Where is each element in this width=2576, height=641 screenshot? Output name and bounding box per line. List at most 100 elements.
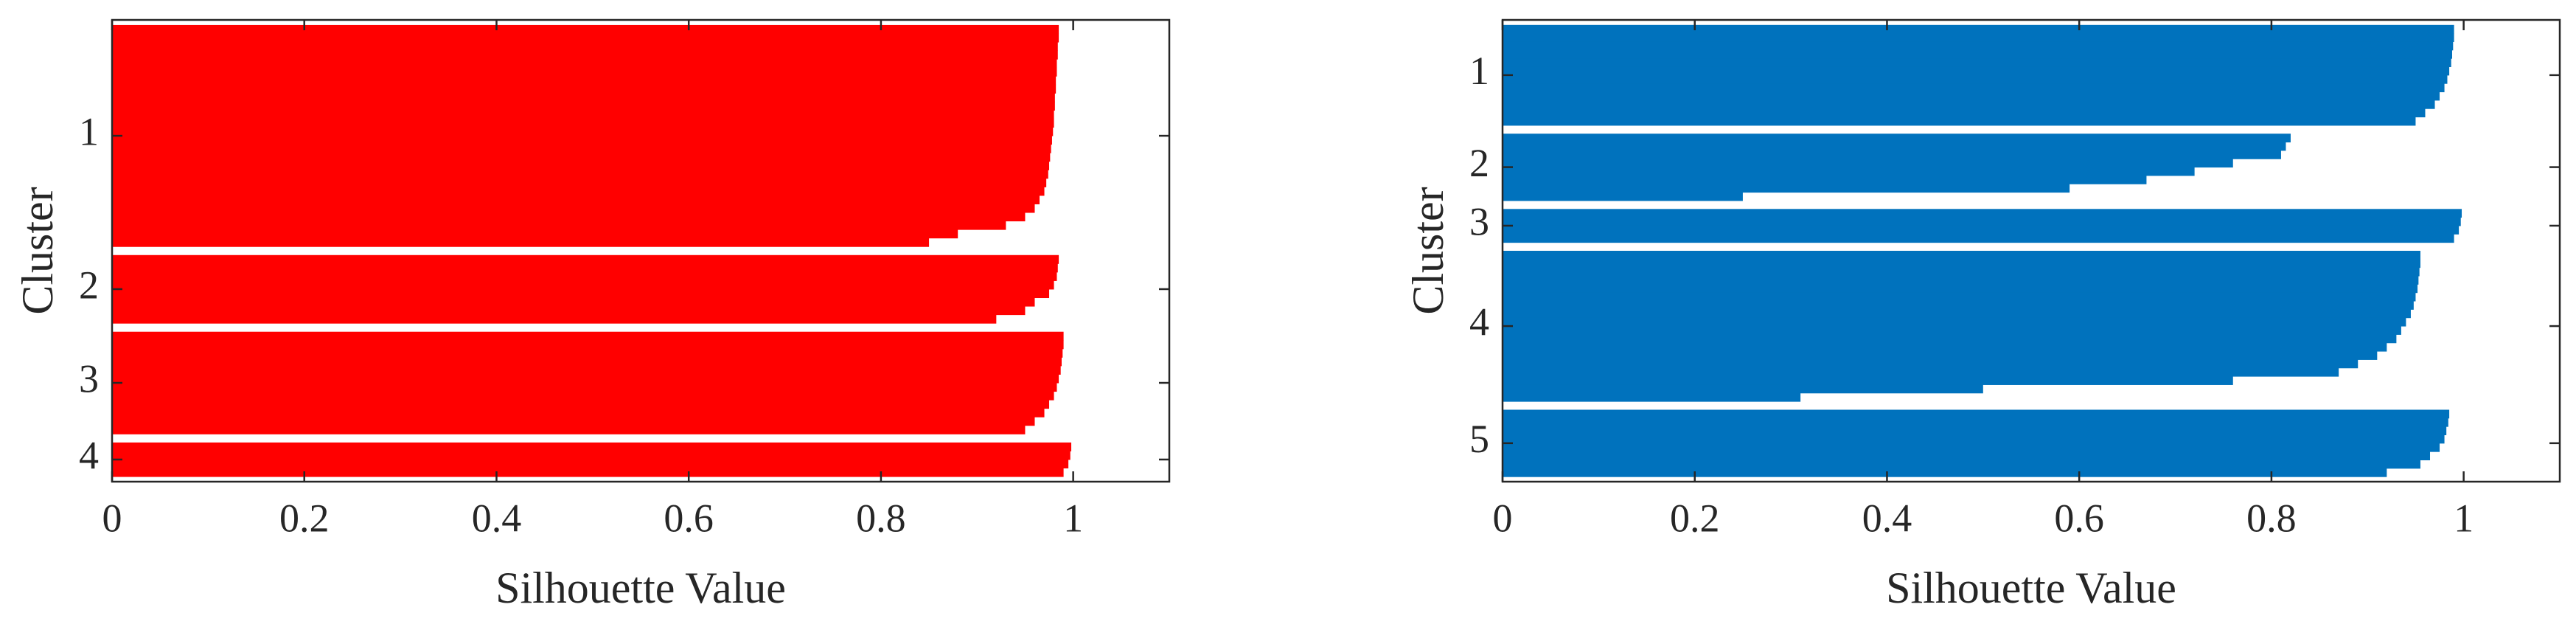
x-tick-label: 0.2 [1670, 496, 1720, 540]
x-tick-label: 0.2 [279, 496, 330, 540]
bar [1503, 409, 2450, 419]
bar [112, 144, 1051, 153]
bar [1503, 326, 2401, 335]
bar [112, 306, 1026, 316]
bar [112, 136, 1052, 145]
bar [1503, 301, 2414, 310]
y-tick-label: 5 [1469, 417, 1489, 461]
bar [1503, 434, 2445, 444]
bar [112, 383, 1057, 392]
y-tick-label: 3 [1469, 199, 1489, 243]
bar [1503, 184, 2070, 193]
axes-box [1501, 18, 2561, 483]
x-tick-label: 0.4 [472, 496, 522, 540]
y-tick-label: 1 [79, 109, 99, 153]
bar [112, 204, 1035, 213]
x-tick-label: 0 [102, 496, 122, 540]
bar [112, 263, 1058, 273]
bar [112, 42, 1058, 52]
bar [1503, 58, 2451, 68]
bar [112, 84, 1056, 94]
bar [1503, 117, 2416, 126]
bar [1503, 460, 2420, 469]
x-tick-label: 1 [1063, 496, 1083, 540]
bar [1503, 351, 2378, 360]
bar [1503, 142, 2286, 151]
bar [112, 280, 1054, 290]
bar [112, 271, 1057, 281]
bar [112, 468, 1064, 477]
bar [112, 357, 1062, 367]
bar [1503, 334, 2397, 344]
bar [1503, 292, 2416, 302]
bar [112, 391, 1054, 401]
bar [112, 187, 1045, 196]
bar [112, 195, 1040, 204]
bar [1503, 451, 2431, 461]
bar [1503, 468, 2387, 477]
bar [1503, 426, 2447, 435]
bar [112, 101, 1055, 111]
bar [112, 110, 1054, 119]
y-axis-label: Cluster [1404, 187, 1452, 314]
x-tick-label: 1 [2454, 496, 2474, 540]
bar [1503, 209, 2462, 218]
bar [112, 229, 958, 239]
x-tick-label: 0.4 [1862, 496, 1912, 540]
bar [112, 374, 1059, 384]
x-tick-label: 0.8 [2246, 496, 2297, 540]
bar [1503, 49, 2452, 59]
bar [1503, 192, 1743, 201]
bar [1503, 225, 2460, 235]
bar [112, 348, 1063, 358]
bar [112, 76, 1056, 86]
bar [1503, 417, 2448, 427]
bar [112, 153, 1051, 162]
bar [1503, 24, 2454, 34]
bar [1503, 317, 2406, 327]
bar [1503, 134, 2291, 143]
bar [112, 254, 1059, 264]
bar [112, 238, 930, 247]
y-tick-label: 2 [79, 263, 99, 307]
bar [1503, 91, 2440, 101]
bar [112, 50, 1058, 60]
bar [112, 331, 1064, 341]
bar [1503, 175, 2147, 184]
y-axis-label: Cluster [13, 187, 62, 314]
bar [112, 59, 1057, 69]
bar [1503, 267, 2420, 277]
bar [1503, 259, 2420, 268]
bar [1503, 41, 2454, 51]
bar [1503, 66, 2450, 76]
bar [1503, 33, 2454, 42]
bar [1503, 384, 1983, 394]
y-tick-label: 4 [1469, 299, 1489, 344]
bar [112, 425, 1026, 434]
x-tick-label: 0 [1493, 496, 1513, 540]
bar [1503, 284, 2418, 294]
x-tick-label: 0.6 [2054, 496, 2104, 540]
bar [112, 451, 1071, 460]
bar [1503, 167, 2195, 176]
bar [112, 170, 1048, 179]
bar [112, 442, 1072, 451]
bar [1503, 83, 2445, 93]
bar [1503, 443, 2440, 452]
axes-box [111, 18, 1171, 483]
bar [112, 459, 1069, 469]
bar [112, 212, 1026, 222]
bar [1503, 150, 2281, 159]
x-axis-label: Silhouette Value [495, 564, 786, 612]
x-tick-label: 0.6 [664, 496, 714, 540]
bar [1503, 342, 2387, 352]
bar [112, 178, 1047, 187]
bar [112, 408, 1045, 417]
bar [112, 33, 1059, 43]
y-tick-label: 2 [1469, 141, 1489, 185]
y-tick-label: 1 [1469, 49, 1489, 93]
bar [112, 118, 1054, 128]
x-tick-label: 0.8 [856, 496, 906, 540]
